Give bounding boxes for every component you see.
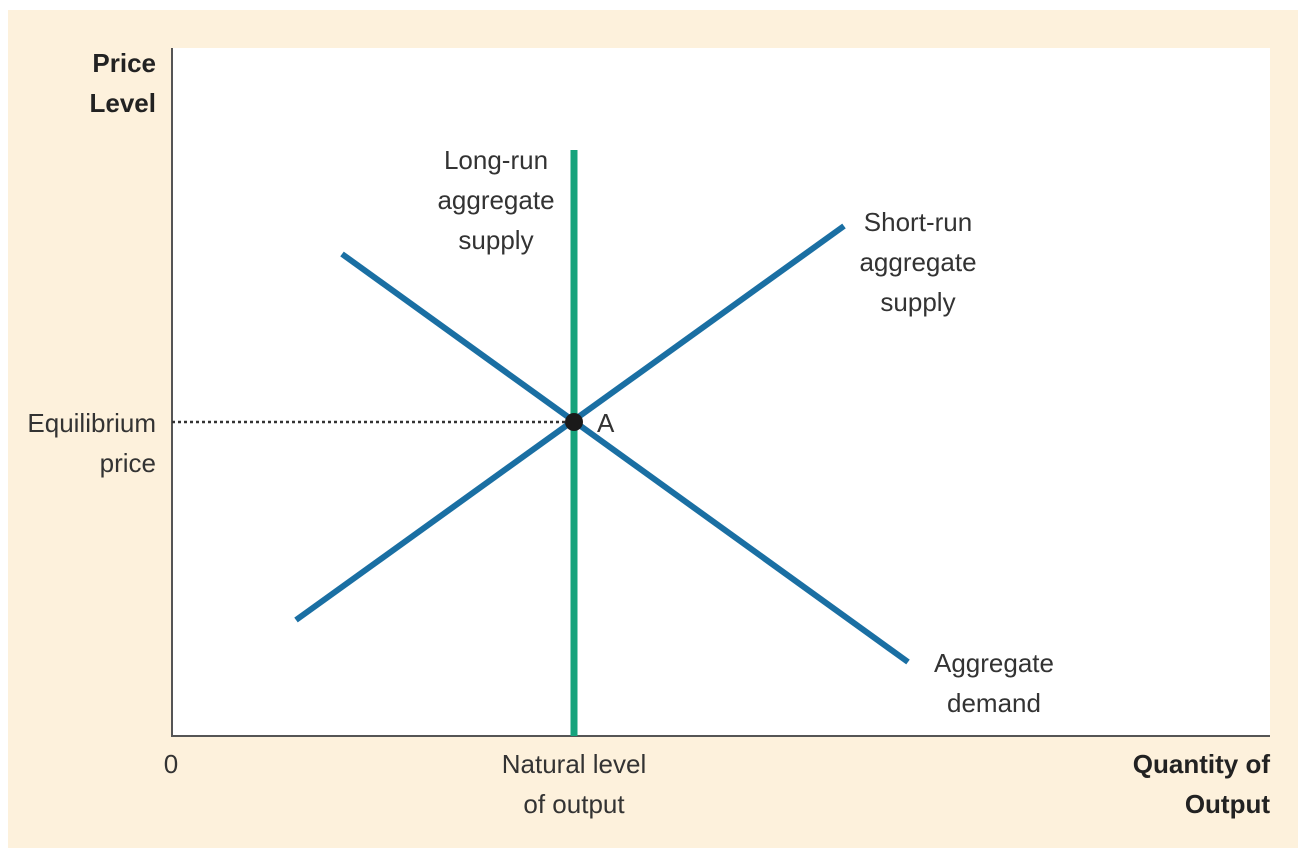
origin-label: 0 [163, 749, 179, 779]
y-axis-label: Price Level [89, 48, 157, 118]
ad-curve [340, 251, 910, 665]
equilibrium-point [565, 413, 583, 431]
point-a-label: A [597, 408, 615, 438]
sras-label: Short-run aggregate supply [859, 207, 977, 317]
ad-label: Aggregate demand [934, 648, 1054, 718]
plot-area [172, 48, 1270, 736]
lras-label: Long-run aggregate supply [437, 145, 555, 255]
equilibrium-price-label: Equilibrium price [27, 408, 156, 478]
x-axis-label: Quantity of Output [1132, 749, 1270, 819]
natural-output-label: Natural level of output [501, 749, 647, 819]
